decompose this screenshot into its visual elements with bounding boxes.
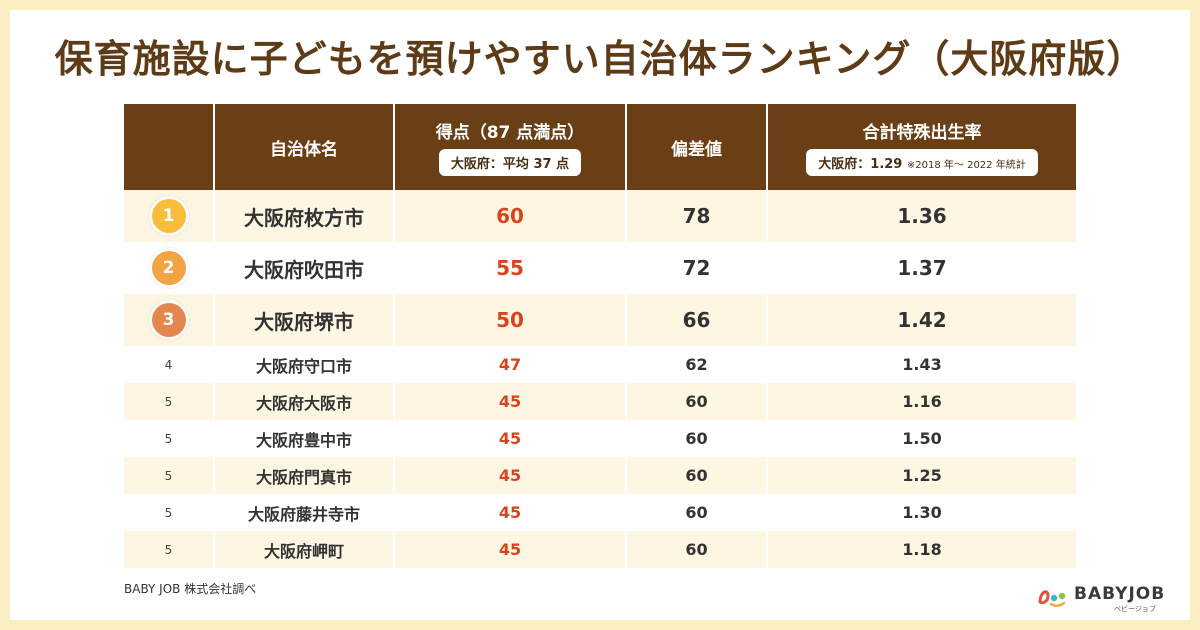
rank-cell: 5 xyxy=(124,531,213,568)
rank-cell: 3 xyxy=(124,294,213,346)
header-tfr: 合計特殊出生率 大阪府：1.29 ※2018 年～ 2022 年統計 xyxy=(766,104,1076,190)
table-row: 3 大阪府堺市 50 66 1.42 xyxy=(124,294,1076,346)
deviation-cell: 62 xyxy=(625,346,766,383)
score-cell: 45 xyxy=(393,420,625,457)
table-row: 5 大阪府豊中市 45 60 1.50 xyxy=(124,420,1076,457)
page-title: 保育施設に子どもを預けやすい自治体ランキング（大阪府版） xyxy=(54,37,1146,81)
baby-logo-icon xyxy=(1038,590,1066,607)
header-name-label: 自治体名 xyxy=(270,139,338,160)
tfr-cell: 1.50 xyxy=(766,420,1076,457)
header-tfr-pill: 大阪府：1.29 ※2018 年～ 2022 年統計 xyxy=(806,149,1038,176)
score-cell: 45 xyxy=(393,383,625,420)
name-cell: 大阪府守口市 xyxy=(213,346,393,383)
rank-cell: 5 xyxy=(124,457,213,494)
name-cell: 大阪府堺市 xyxy=(213,294,393,346)
table-row: 5 大阪府門真市 45 60 1.25 xyxy=(124,457,1076,494)
rank-cell: 1 xyxy=(124,190,213,242)
table-row: 5 大阪府大阪市 45 60 1.16 xyxy=(124,383,1076,420)
name-cell: 大阪府門真市 xyxy=(213,457,393,494)
score-cell: 60 xyxy=(393,190,625,242)
score-cell: 50 xyxy=(393,294,625,346)
tfr-cell: 1.16 xyxy=(766,383,1076,420)
score-cell: 47 xyxy=(393,346,625,383)
header-deviation-label: 偏差値 xyxy=(671,139,722,160)
table-row: 4 大阪府守口市 47 62 1.43 xyxy=(124,346,1076,383)
source-note: BABY JOB 株式会社調べ xyxy=(124,582,257,596)
header-deviation: 偏差値 xyxy=(625,104,766,190)
name-cell: 大阪府枚方市 xyxy=(213,190,393,242)
name-cell: 大阪府岬町 xyxy=(213,531,393,568)
logo-subtext: ベビージョブ xyxy=(1114,605,1156,613)
header-score-note: 大阪府：平均 37 点 xyxy=(438,149,582,176)
score-cell: 45 xyxy=(393,494,625,531)
header-name: 自治体名 xyxy=(213,104,393,190)
deviation-cell: 60 xyxy=(625,457,766,494)
table-row: 1 大阪府枚方市 60 78 1.36 xyxy=(124,190,1076,242)
table-body: 1 大阪府枚方市 60 78 1.36 2 大阪府吹田市 55 72 1.37 3 大阪府堺市 50 66… xyxy=(124,190,1076,568)
name-cell: 大阪府大阪市 xyxy=(213,383,393,420)
deviation-cell: 60 xyxy=(625,383,766,420)
deviation-cell: 66 xyxy=(625,294,766,346)
deviation-cell: 60 xyxy=(625,420,766,457)
header-tfr-note: 大阪府：1.29 xyxy=(818,157,903,172)
rank-badge-icon: 2 xyxy=(151,251,186,285)
deviation-cell: 60 xyxy=(625,494,766,531)
score-cell: 55 xyxy=(393,242,625,294)
deviation-cell: 72 xyxy=(625,242,766,294)
name-cell: 大阪府藤井寺市 xyxy=(213,494,393,531)
deviation-cell: 60 xyxy=(625,531,766,568)
rank-badge-icon: 1 xyxy=(151,199,186,233)
tfr-cell: 1.36 xyxy=(766,190,1076,242)
name-cell: 大阪府豊中市 xyxy=(213,420,393,457)
tfr-cell: 1.43 xyxy=(766,346,1076,383)
score-cell: 45 xyxy=(393,531,625,568)
name-cell: 大阪府吹田市 xyxy=(213,242,393,294)
rank-cell: 4 xyxy=(124,346,213,383)
table-header-row: 自治体名 得点（87 点満点） 大阪府：平均 37 点 偏差値 合計特殊出生率 … xyxy=(124,104,1076,190)
rank-cell: 5 xyxy=(124,494,213,531)
tfr-cell: 1.37 xyxy=(766,242,1076,294)
table-row: 2 大阪府吹田市 55 72 1.37 xyxy=(124,242,1076,294)
header-tfr-note-small: ※2018 年～ 2022 年統計 xyxy=(906,160,1026,171)
ranking-table: 自治体名 得点（87 点満点） 大阪府：平均 37 点 偏差値 合計特殊出生率 … xyxy=(124,104,1076,568)
header-tfr-label: 合計特殊出生率 xyxy=(862,123,982,143)
header-score-label: 得点（87 点満点） xyxy=(435,123,585,143)
rank-cell: 2 xyxy=(124,242,213,294)
tfr-cell: 1.18 xyxy=(766,531,1076,568)
rank-badge-icon: 3 xyxy=(151,303,186,337)
tfr-cell: 1.30 xyxy=(766,494,1076,531)
rank-cell: 5 xyxy=(124,383,213,420)
tfr-cell: 1.25 xyxy=(766,457,1076,494)
header-rank xyxy=(124,104,213,190)
rank-cell: 5 xyxy=(124,420,213,457)
score-cell: 45 xyxy=(393,457,625,494)
logo-text: BABYJOB xyxy=(1074,584,1166,604)
table-row: 5 大阪府藤井寺市 45 60 1.30 xyxy=(124,494,1076,531)
tfr-cell: 1.42 xyxy=(766,294,1076,346)
brand-logo: BABYJOB ベビージョブ xyxy=(1036,582,1176,614)
table-row: 5 大阪府岬町 45 60 1.18 xyxy=(124,531,1076,568)
deviation-cell: 78 xyxy=(625,190,766,242)
header-score: 得点（87 点満点） 大阪府：平均 37 点 xyxy=(393,104,625,190)
